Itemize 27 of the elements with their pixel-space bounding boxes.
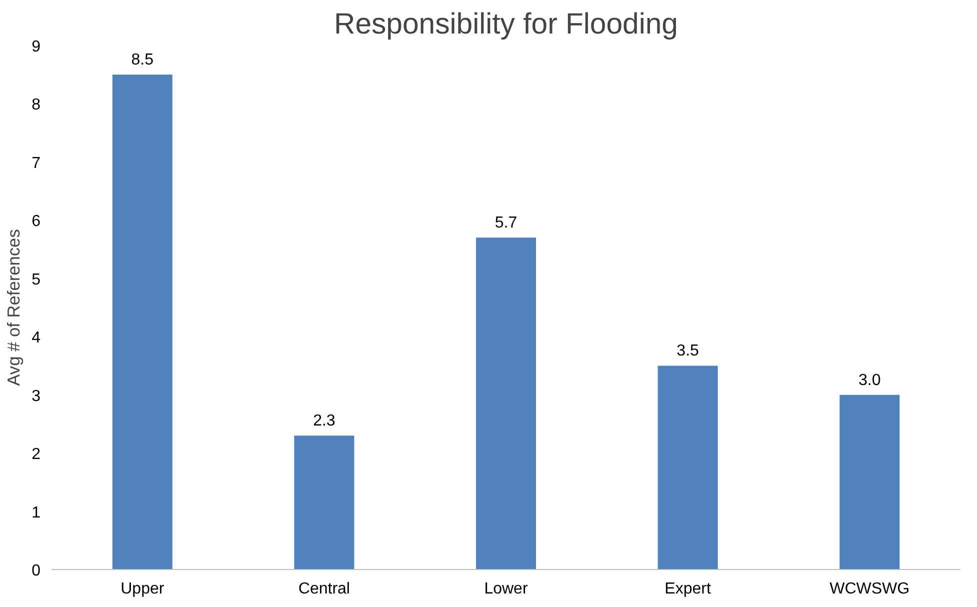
y-tick-label: 6 — [32, 213, 41, 230]
bar — [840, 394, 900, 570]
y-tick-label: 8 — [32, 96, 41, 114]
x-tick-label: Upper — [120, 580, 165, 598]
bar — [658, 366, 718, 570]
x-tick-label: WCWSWG — [830, 580, 910, 598]
x-tick-label: Lower — [484, 580, 528, 598]
bar — [294, 436, 354, 570]
x-tick-label: Central — [298, 580, 350, 598]
x-tick-label: Expert — [664, 580, 712, 598]
bar — [112, 74, 172, 570]
data-label: 3.5 — [676, 342, 700, 360]
y-tick-label: 5 — [32, 271, 41, 288]
data-label: 3.0 — [858, 372, 881, 389]
y-tick-label: 9 — [32, 38, 41, 56]
bar — [476, 238, 536, 570]
y-tick-label: 3 — [32, 388, 41, 405]
data-label: 2.3 — [313, 412, 336, 430]
y-axis-title: Avg # of References — [4, 228, 24, 386]
y-tick-label: 0 — [32, 562, 41, 580]
chart-title: Responsibility for Flooding — [334, 8, 678, 40]
y-tick-label: 2 — [32, 446, 41, 464]
y-tick-label: 1 — [32, 504, 41, 522]
y-tick-label: 7 — [32, 154, 41, 172]
data-label: 5.7 — [494, 214, 518, 232]
data-label: 8.5 — [131, 52, 154, 69]
y-tick-label: 4 — [32, 330, 41, 347]
